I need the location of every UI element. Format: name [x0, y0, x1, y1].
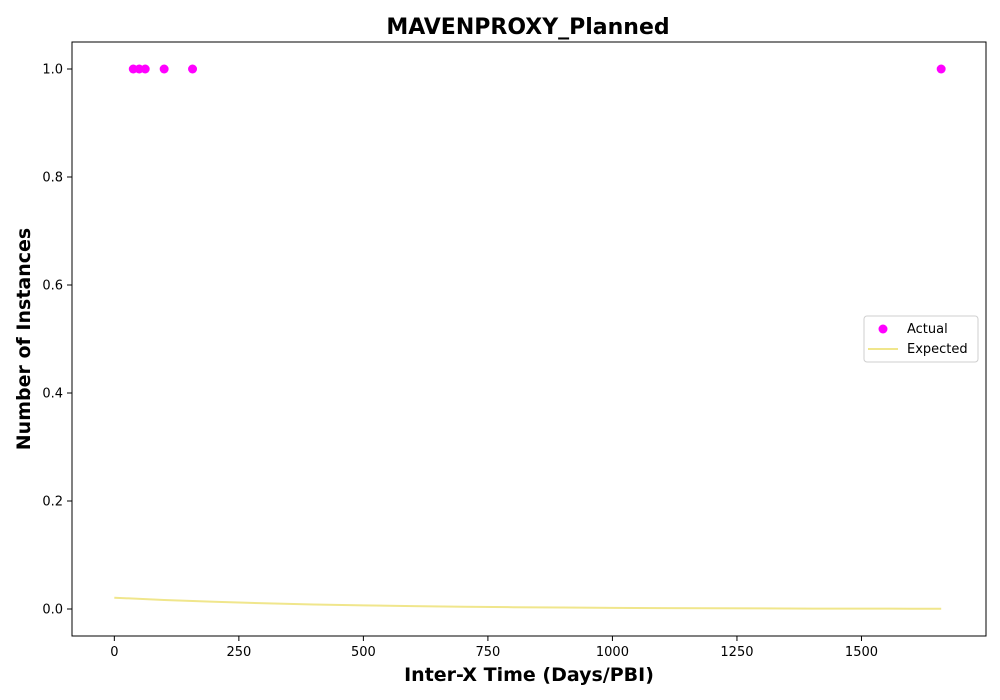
x-tick-label: 1000 [596, 645, 629, 660]
x-tick-label: 1500 [845, 645, 878, 660]
chart-title: MAVENPROXY_Planned [386, 15, 669, 40]
y-tick-label: 0.4 [42, 387, 63, 402]
series-line-expected [114, 596, 942, 610]
x-tick-label: 250 [226, 645, 251, 660]
legend-box [863, 315, 979, 363]
data-point-actual [159, 64, 169, 74]
x-axis: 0 250 500 750 1000 1250 1500 [110, 636, 878, 660]
x-tick-label: 0 [110, 645, 118, 660]
data-point-actual [936, 64, 946, 74]
legend-label-expected: Expected [907, 342, 968, 357]
x-tick-label: 750 [475, 645, 500, 660]
legend-marker-actual [878, 324, 888, 334]
data-point-actual [188, 64, 198, 74]
y-axis: 0.0 0.2 0.4 0.6 0.8 1.0 [42, 63, 72, 618]
plot-area [114, 64, 946, 610]
x-axis-label: Inter-X Time (Days/PBI) [404, 664, 654, 686]
legend: Actual Expected [863, 315, 979, 363]
x-tick-label: 500 [351, 645, 376, 660]
y-axis-label: Number of Instances [13, 228, 35, 450]
y-tick-label: 0.6 [42, 279, 63, 294]
data-point-actual [140, 64, 150, 74]
y-tick-label: 0.0 [42, 603, 63, 618]
y-tick-label: 0.2 [42, 495, 63, 510]
y-tick-label: 1.0 [42, 63, 63, 78]
y-tick-label: 0.8 [42, 171, 63, 186]
x-tick-label: 1250 [720, 645, 753, 660]
plot-frame [71, 41, 987, 637]
legend-label-actual: Actual [907, 322, 948, 337]
